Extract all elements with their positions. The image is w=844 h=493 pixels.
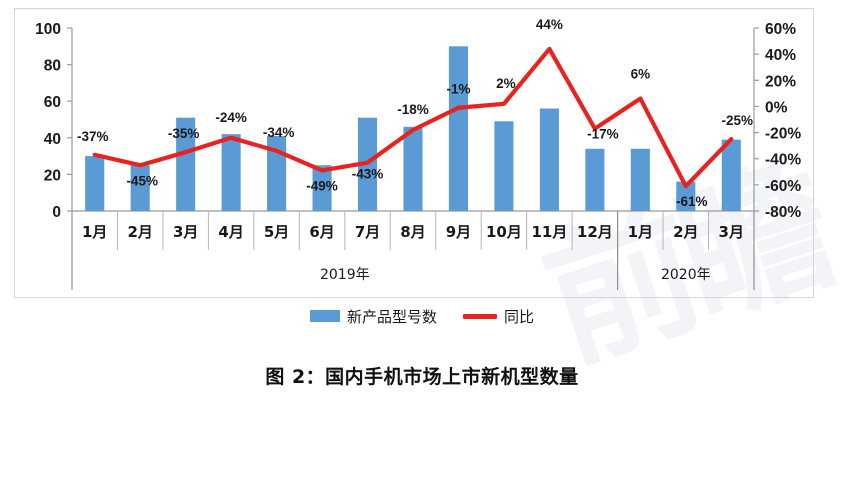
line-data-label: -45% — [126, 173, 158, 188]
right-axis-tick-label: 0% — [765, 99, 788, 116]
legend-label-bars: 新产品型号数 — [346, 307, 437, 326]
left-axis-tick-label: 0 — [52, 204, 61, 221]
category-label: 10月 — [486, 223, 522, 241]
chart-frame — [14, 8, 814, 298]
right-axis-tick-label: 20% — [765, 73, 796, 90]
legend-item-line[interactable]: 同比 — [463, 306, 534, 327]
right-axis-tick-label: -60% — [765, 178, 801, 195]
chart-page: 前瞻 100 80 60 40 20 0 60% 40% 20% 0% -20% -40% -60% -8… — [0, 8, 844, 392]
line-data-label: -43% — [352, 167, 384, 182]
category-label: 1月 — [82, 223, 107, 241]
right-axis-tick-label: 40% — [765, 47, 796, 64]
chart-plot-area: 100 80 60 40 20 0 60% 40% 20% 0% -20% -40% -60% -80% -… — [35, 17, 801, 290]
category-label: 7月 — [355, 223, 380, 241]
legend-label-line: 同比 — [504, 307, 535, 326]
combo-chart-svg: 100 80 60 40 20 0 60% 40% 20% 0% -20% -40% -60% -80% -… — [35, 17, 801, 290]
category-label: 6月 — [309, 223, 334, 241]
line-data-label: -37% — [77, 129, 109, 144]
category-label: 3月 — [719, 223, 744, 241]
category-label: 9月 — [446, 223, 471, 241]
line-data-label: 6% — [631, 67, 651, 82]
bar — [494, 121, 514, 211]
line-data-label: -34% — [263, 125, 295, 140]
bar — [403, 126, 423, 211]
line-data-label: -25% — [722, 113, 754, 128]
trend-line — [92, 46, 734, 189]
line-data-label: 44% — [536, 17, 563, 32]
legend-bar-swatch-icon — [309, 310, 340, 322]
left-axis-tick-label: 80 — [44, 58, 61, 75]
category-label: 12月 — [577, 223, 613, 241]
group-label: 2019年 — [320, 267, 370, 283]
group-label: 2020年 — [661, 267, 711, 283]
legend-line-swatch-icon — [463, 313, 497, 319]
bar — [221, 134, 241, 211]
category-label: 3月 — [173, 223, 198, 241]
bar — [630, 148, 650, 211]
left-axis-tick-label: 40 — [44, 131, 61, 148]
line-data-label: -49% — [306, 178, 338, 193]
line-data-label: -24% — [215, 110, 247, 125]
left-axis-tick-label: 100 — [35, 21, 61, 38]
chart-legend: 新产品型号数 同比 — [0, 303, 844, 329]
right-axis-tick-label: -40% — [765, 152, 801, 169]
bar — [130, 165, 150, 211]
right-axis-tick-label: 60% — [765, 21, 796, 38]
category-label: 5月 — [264, 223, 289, 241]
category-label: 11月 — [531, 223, 567, 241]
line-data-label: -61% — [676, 194, 708, 209]
bar — [721, 139, 741, 211]
line-data-label: -35% — [168, 126, 200, 141]
bar — [539, 108, 559, 211]
bar — [448, 46, 469, 211]
left-axis-tick-label: 20 — [44, 167, 61, 184]
category-label: 4月 — [218, 223, 243, 241]
bar — [585, 148, 605, 211]
category-label: 2月 — [673, 223, 698, 241]
right-axis-tick-label: -20% — [765, 126, 801, 143]
category-label: 1月 — [628, 223, 653, 241]
figure-title: 图 2：国内手机市场上市新机型数量 — [265, 366, 579, 388]
right-axis-tick-label: -80% — [765, 204, 801, 221]
bar — [676, 181, 696, 211]
bar — [85, 156, 105, 211]
line-data-label: -17% — [587, 127, 619, 142]
line-data-label: 2% — [496, 76, 516, 91]
bar — [312, 165, 332, 211]
line-data-label: -18% — [397, 102, 429, 117]
legend-item-bars[interactable]: 新产品型号数 — [309, 306, 437, 327]
left-axis-tick-label: 60 — [44, 94, 61, 111]
bar — [176, 117, 196, 211]
category-label: 2月 — [127, 223, 152, 241]
line-data-label: -1% — [446, 82, 470, 97]
category-label: 8月 — [400, 223, 425, 241]
